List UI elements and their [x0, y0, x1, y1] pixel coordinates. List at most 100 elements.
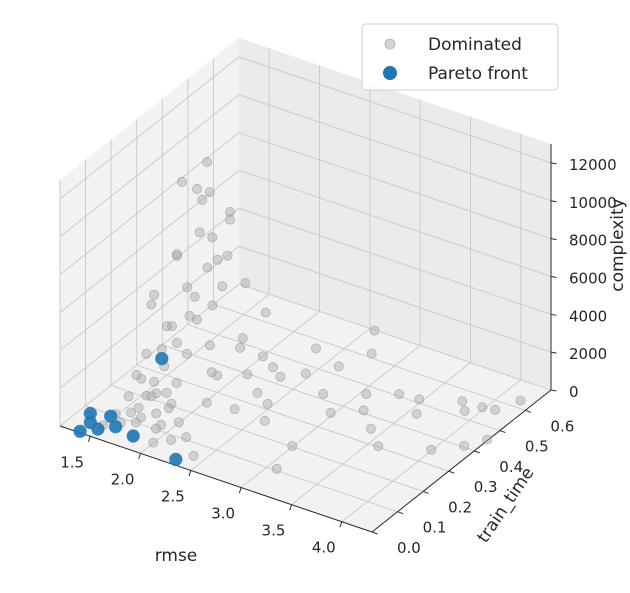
dominated-point-16 [182, 282, 193, 293]
dominated-point-69 [411, 408, 422, 419]
dominated-point-59 [229, 404, 240, 415]
dominated-point-5 [176, 176, 187, 187]
y-tick-label-6: 0.6 [550, 417, 574, 435]
dominated-point-11 [222, 250, 233, 261]
dominated-point-21 [184, 310, 195, 321]
pareto-point-6 [155, 352, 169, 366]
z-axis-label: complexity [608, 198, 628, 292]
y-tick-label-4: 0.4 [499, 458, 523, 476]
dominated-point-71 [459, 405, 470, 416]
legend-label-pareto: Pareto front [428, 64, 528, 84]
dominated-point-54 [252, 387, 263, 398]
dominated-point-75 [365, 423, 376, 434]
dominated-point-86 [156, 419, 167, 430]
legend: Dominated Pareto front [361, 23, 559, 91]
dominated-point-31 [131, 369, 142, 380]
x-tick-1 [138, 453, 141, 460]
z-tick-label-5: 10000 [569, 194, 617, 212]
legend-frame [361, 23, 559, 91]
x-tick-0 [87, 436, 91, 442]
pareto-point-4 [104, 409, 118, 423]
x-tick-3 [238, 487, 242, 494]
tick-labels: 1.5 2.0 2.5 3.0 3.5 4.0 0.00.10.20.30.40.50.6 0… [60, 156, 616, 557]
axis-lines [59, 144, 552, 533]
dominated-point-73 [490, 404, 501, 415]
dominated-point-56 [369, 325, 380, 336]
z-tick-4 [550, 238, 557, 241]
x-axis-line [59, 425, 373, 533]
z-tick-6 [550, 162, 557, 165]
dominated-point-63 [318, 388, 329, 399]
dominated-point-55 [310, 343, 321, 354]
dominated-point-65 [361, 388, 372, 399]
data-points [73, 156, 526, 474]
dominated-point-35 [149, 376, 160, 387]
y-tick-0 [371, 531, 378, 535]
x-tick-label-2: 2.5 [161, 487, 185, 505]
floor-pane [60, 284, 551, 532]
x-tick-label-4: 3.5 [262, 522, 286, 540]
dominated-point-58 [366, 348, 377, 359]
z-grid-line-3 [59, 169, 552, 313]
dominated-point-20 [207, 300, 218, 311]
y-tick-label-3: 0.3 [474, 478, 498, 496]
dominated-point-60 [262, 398, 273, 409]
y-tick-2 [422, 490, 429, 494]
dominated-point-93 [237, 333, 248, 344]
dominated-point-10 [207, 232, 218, 243]
z-tick-2 [550, 313, 557, 316]
y-tick-label-1: 0.1 [423, 519, 447, 537]
dominated-point-61 [181, 432, 192, 443]
y-tick-4 [474, 450, 480, 454]
dominated-point-6 [192, 183, 203, 194]
dominated-point-0 [202, 156, 213, 167]
z-tick-label-2: 4000 [569, 307, 607, 325]
pareto-point-0 [73, 424, 87, 438]
dominated-point-15 [149, 289, 160, 300]
dominated-point-91 [300, 368, 311, 379]
x-tick-4 [289, 504, 292, 511]
x-axis-label: rmse [155, 546, 198, 566]
dominated-point-24 [141, 348, 152, 359]
dominated-point-79 [426, 444, 437, 455]
dominated-point-27 [181, 348, 192, 359]
dominated-point-64 [325, 407, 336, 418]
dominated-point-94 [240, 277, 251, 288]
y-tick-1 [397, 511, 404, 515]
pareto-point-2 [91, 422, 105, 436]
x-tick-label-1: 2.0 [111, 470, 135, 488]
dominated-point-2 [224, 206, 235, 217]
dominated-point-33 [141, 390, 152, 401]
z-tick-label-1: 2000 [569, 345, 607, 363]
z-tick-label-6: 12000 [569, 156, 617, 174]
dominated-point-25 [171, 337, 182, 348]
z-grid-line-0 [59, 283, 552, 427]
z-grid-line-1 [59, 245, 552, 389]
dominated-point-78 [271, 463, 282, 474]
pareto-point-3 [109, 420, 123, 434]
dominated-point-17 [189, 291, 200, 302]
z-tick-label-4: 8000 [569, 232, 607, 250]
x-tick-2 [188, 470, 192, 477]
dominated-point-95 [260, 307, 271, 318]
dominated-point-80 [459, 440, 470, 451]
axes-panes [60, 38, 551, 532]
tick-marks [87, 162, 557, 535]
dominated-point-36 [146, 391, 157, 402]
dominated-point-22 [166, 321, 177, 332]
dominated-point-90 [267, 362, 278, 373]
dominated-point-8 [171, 249, 182, 260]
x-tick-label-5: 4.0 [312, 539, 336, 557]
dominated-point-34 [161, 387, 172, 398]
dominated-point-67 [394, 389, 405, 400]
dominated-point-62 [259, 415, 270, 426]
dominated-point-3 [197, 194, 208, 205]
z-grid-line-5 [59, 94, 552, 238]
z-tick-3 [550, 275, 557, 278]
dominated-point-87 [165, 434, 176, 445]
pareto-point-8 [169, 452, 183, 466]
dominated-point-32 [123, 391, 134, 402]
dominated-point-47 [212, 370, 223, 381]
y-tick-label-5: 0.5 [525, 438, 549, 456]
